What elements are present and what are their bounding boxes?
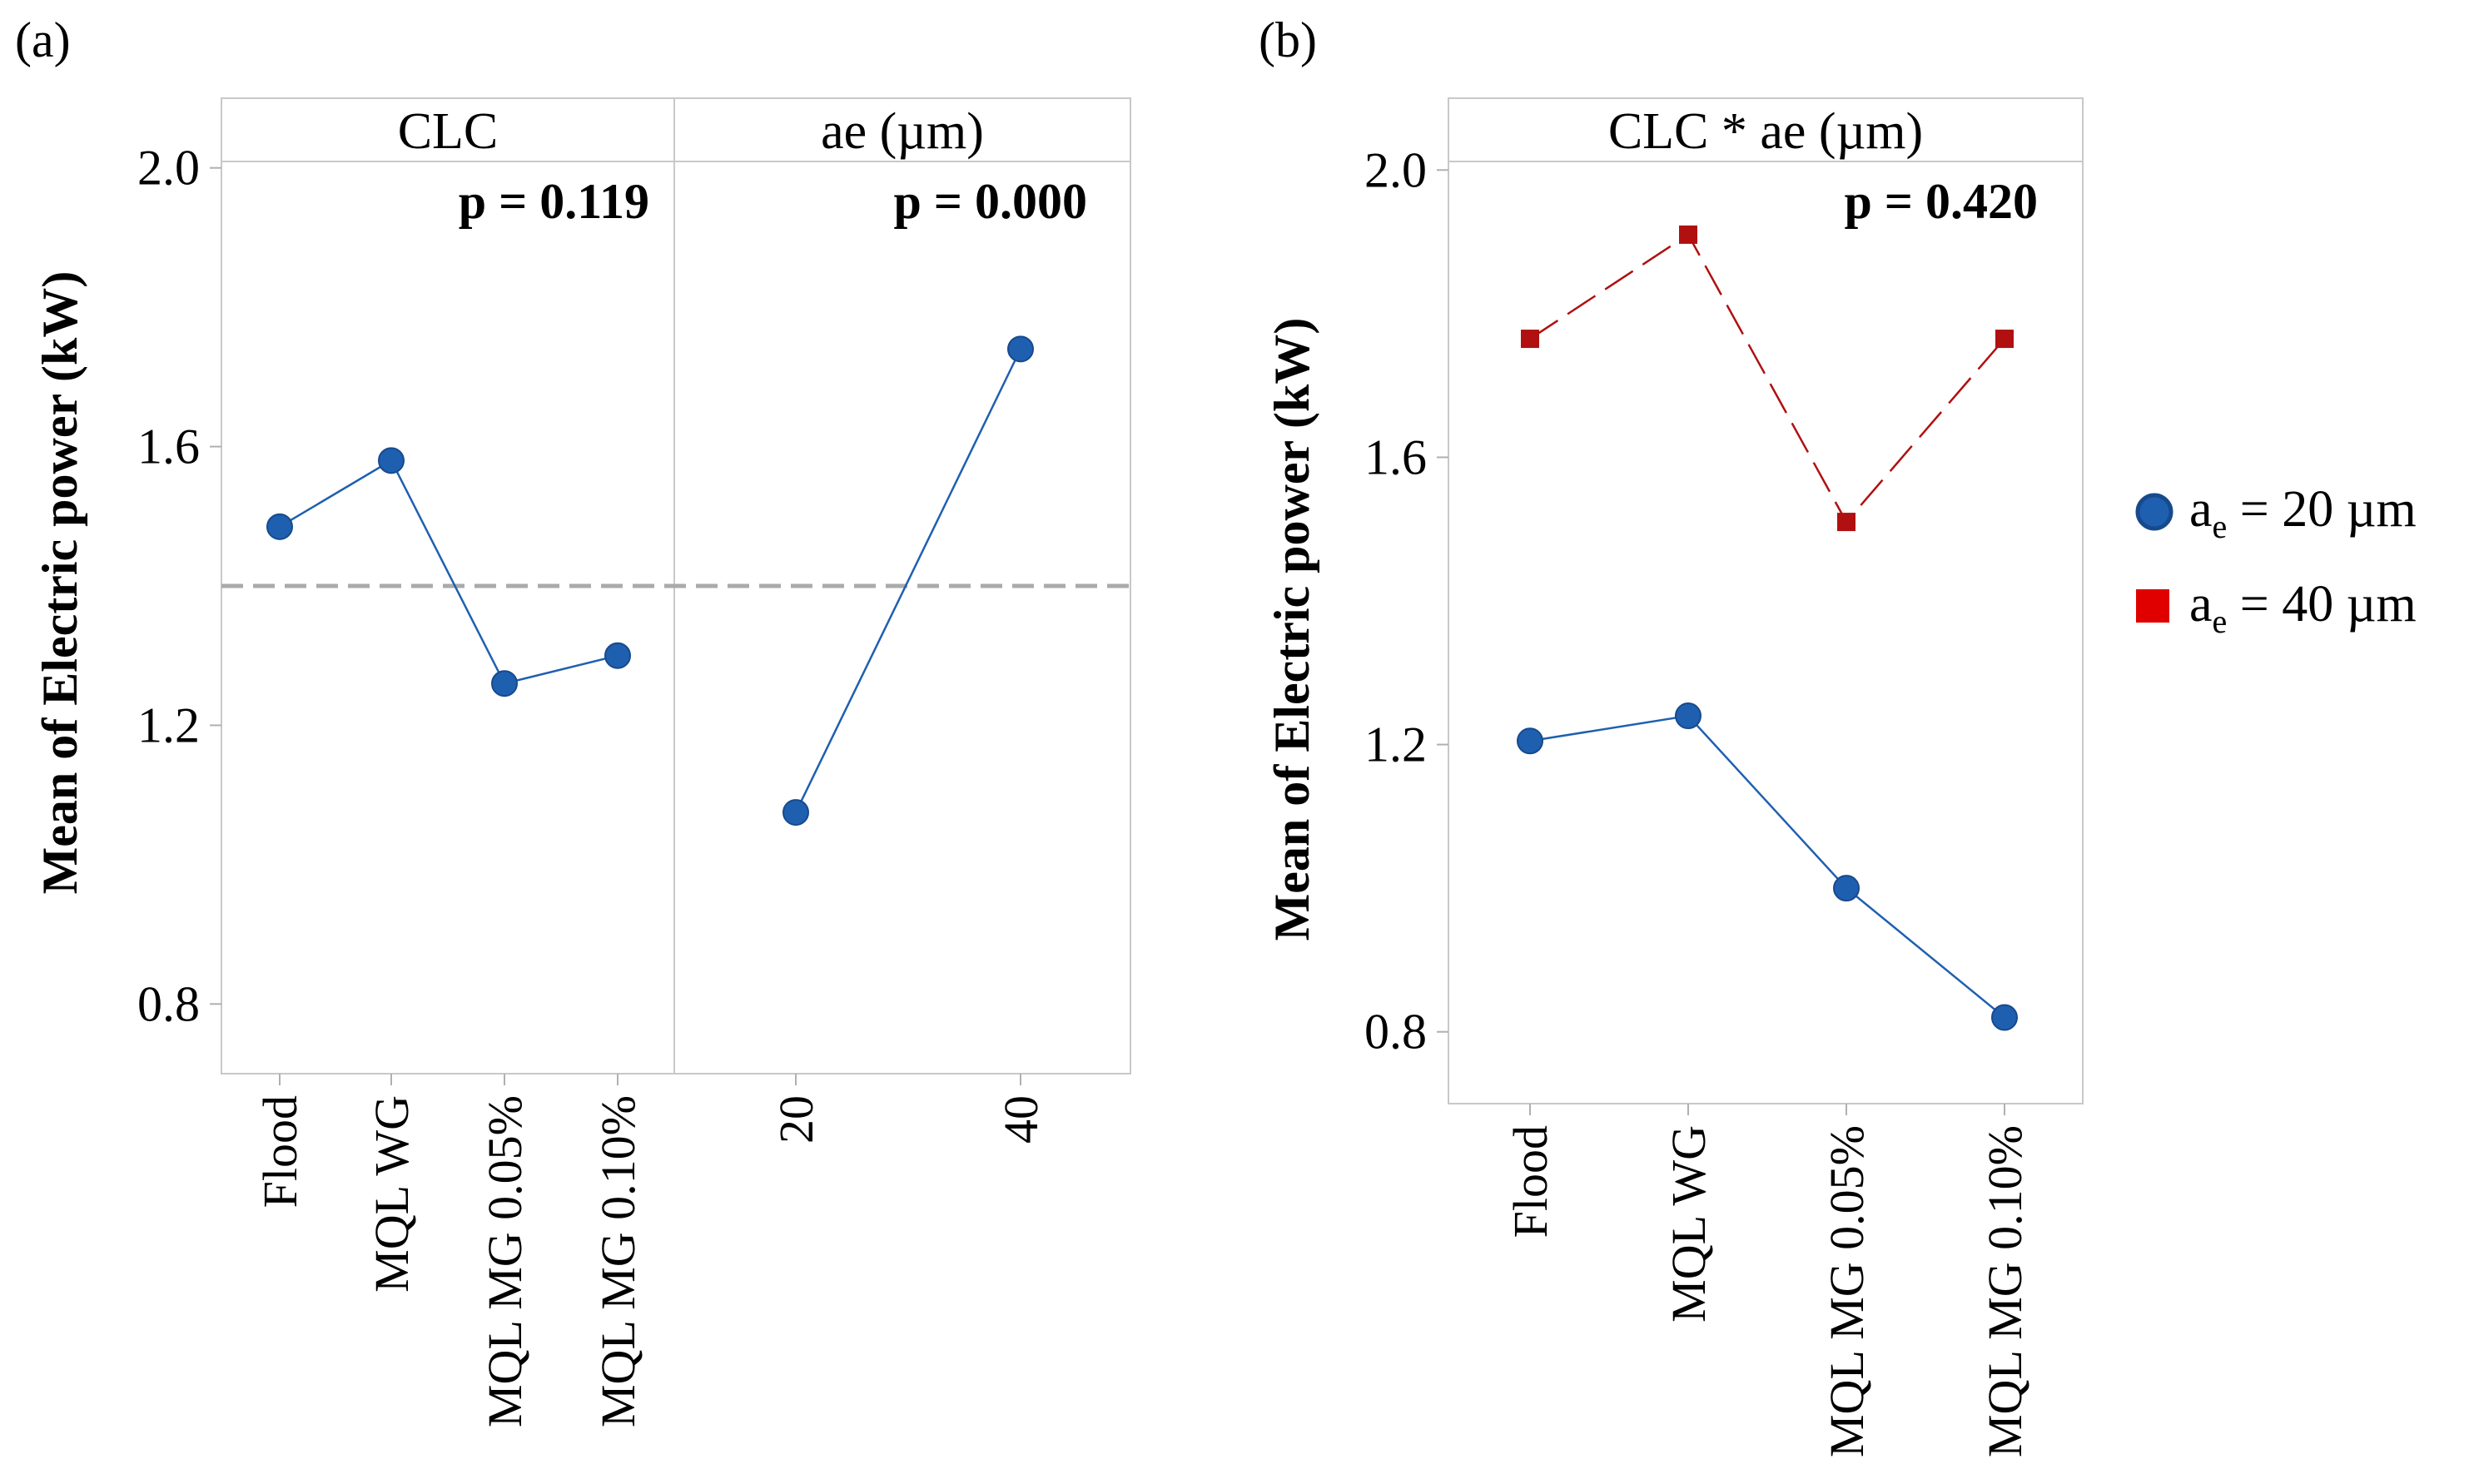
main-effect-line-clc [279, 459, 618, 685]
legend-label-40um-sub: e [2213, 603, 2228, 640]
chart-a-x-ticks: Flood MQL WG MQL MG 0.05% MQL MG 0.10% 20 40 [253, 1074, 1048, 1427]
main-effect-point-flood [266, 513, 293, 540]
chart-b-x-tick-label: Flood [1503, 1125, 1557, 1238]
interaction-point-ae-20-m-mql-mg-0-05 [1833, 875, 1860, 902]
chart-b-x-ticks: Flood MQL WG MQL MG 0.05% MQL MG 0.10% [1503, 1104, 2032, 1457]
interaction-line-ae-40-m [1529, 233, 2005, 524]
interaction-chart: CLC * ae (µm) p = 0.420 Mean of Electric… [1264, 97, 2084, 1457]
panel-a-label: (a) [15, 12, 71, 67]
chart-b-y-tick-label: 0.8 [1364, 1005, 1427, 1060]
chart-a-y-tick-label: 2.0 [137, 141, 200, 196]
panel-title-clc: CLC [398, 103, 499, 160]
legend-marker-20um [2135, 493, 2173, 531]
p-value-ae: p = 0.000 [893, 174, 1087, 229]
chart-a-x-tick-label: 20 [769, 1095, 823, 1144]
panel-title-ae: ae (µm) [821, 103, 984, 160]
main-effect-point-40 [1007, 335, 1034, 363]
legend-label-40um: ae = 40 µm [2189, 576, 2417, 640]
chart-a-y-axis-label: Mean of Electric power (kW) [32, 271, 87, 895]
chart-a-y-tick-label: 1.6 [137, 419, 200, 474]
chart-b-y-tick-label: 2.0 [1364, 142, 1427, 197]
chart-b-y-tick-label: 1.6 [1364, 429, 1427, 484]
chart-a-y-tick-label: 1.2 [137, 697, 200, 752]
main-effects-chart: CLC ae (µm) p = 0.119 p = 0.000 Mean of … [32, 97, 1131, 1427]
chart-b-frame [1448, 97, 2084, 1104]
chart-a-y-tick-label: 0.8 [137, 976, 200, 1031]
interaction-point-ae-40-m-mql-wg [1679, 225, 1697, 244]
interaction-point-ae-20-m-mql-wg [1675, 702, 1701, 730]
legend-label-20um-text: = 20 µm [2227, 481, 2416, 538]
interaction-point-ae-40-m-flood [1521, 330, 1539, 349]
chart-b-y-tick-label: 1.2 [1364, 717, 1427, 772]
chart-b-x-tick-label: MQL MG 0.10% [1978, 1125, 2032, 1457]
chart-a-points [266, 335, 1034, 826]
chart-a-y-ticks: 0.8 1.2 1.6 2.0 [137, 141, 221, 1031]
chart-b-y-axis-label: Mean of Electric power (kW) [1264, 318, 1319, 941]
legend-label-40um-prefix: a [2189, 576, 2213, 633]
chart-a-lines [279, 348, 1022, 813]
legend-label-20um-sub: e [2213, 508, 2228, 545]
chart-b-y-ticks: 0.8 1.2 1.6 2.0 [1364, 142, 1448, 1060]
panel-title-interaction: CLC * ae (µm) [1608, 103, 1923, 160]
legend: ae = 20 µm ae = 40 µm [2135, 481, 2417, 640]
chart-b-lines [1529, 233, 2005, 1019]
interaction-line-ae-20-m [1529, 714, 2005, 1019]
chart-b-x-tick-label: MQL WG [1662, 1125, 1716, 1323]
interaction-point-ae-40-m-mql-mg-0-10 [1995, 330, 2014, 349]
chart-a-x-tick-label: 40 [994, 1095, 1048, 1144]
main-effect-point-mql-mg-0-10 [604, 642, 631, 669]
p-value-interaction: p = 0.420 [1844, 174, 2038, 229]
legend-label-20um: ae = 20 µm [2189, 481, 2417, 545]
main-effect-point-mql-wg [378, 447, 405, 474]
main-effect-line-ae-m [794, 348, 1022, 813]
legend-label-20um-prefix: a [2189, 481, 2213, 538]
interaction-point-ae-20-m-mql-mg-0-10 [1991, 1004, 2018, 1031]
legend-marker-40um [2136, 589, 2169, 623]
panel-b-label: (b) [1259, 12, 1317, 67]
interaction-point-ae-20-m-flood [1517, 727, 1543, 755]
p-value-clc: p = 0.119 [459, 174, 649, 229]
interaction-point-ae-40-m-mql-mg-0-05 [1837, 513, 1856, 532]
legend-label-40um-text: = 40 µm [2227, 576, 2416, 633]
main-effect-point-20 [782, 799, 809, 826]
chart-b-points [1517, 225, 2018, 1031]
chart-a-x-tick-label: MQL WG [365, 1095, 419, 1293]
chart-a-x-tick-label: MQL MG 0.10% [591, 1095, 645, 1427]
main-effect-point-mql-mg-0-05 [491, 670, 518, 697]
chart-a-x-tick-label: MQL MG 0.05% [478, 1095, 532, 1427]
chart-a-x-tick-label: Flood [253, 1095, 307, 1208]
chart-b-x-tick-label: MQL MG 0.05% [1820, 1125, 1874, 1457]
